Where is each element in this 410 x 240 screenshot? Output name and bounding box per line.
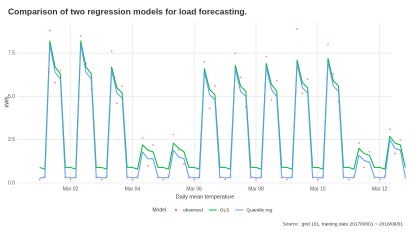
observed-point xyxy=(363,166,366,169)
series-line xyxy=(39,44,406,179)
x-axis-title: Daily mean temperature xyxy=(176,194,235,200)
caption: Source : grid 101, training date 2017/08… xyxy=(283,221,404,227)
observed-point xyxy=(296,28,299,30)
series-line xyxy=(39,40,406,170)
x-tick-label: Mar 02 xyxy=(63,186,79,192)
observed-point xyxy=(399,138,402,141)
observed-point xyxy=(327,43,329,46)
observed-point xyxy=(394,152,396,155)
x-tick-label: Mar 12 xyxy=(372,186,388,192)
observed-point xyxy=(378,178,381,181)
observed-point xyxy=(48,29,51,32)
y-tick-label: 7.5 xyxy=(8,50,15,56)
observed-point xyxy=(368,150,371,153)
observed-point xyxy=(183,163,185,165)
observed-point xyxy=(208,107,211,110)
observed-point xyxy=(79,34,82,37)
observed-point xyxy=(301,92,304,94)
observed-point xyxy=(131,178,134,181)
x-tick-label: Mar 04 xyxy=(125,186,141,192)
y-tick-label: 5.0 xyxy=(8,94,15,100)
x-tick-label: Mar 06 xyxy=(186,186,202,192)
legend-label: OLS xyxy=(220,207,230,213)
observed-point xyxy=(162,178,165,181)
observed-point xyxy=(234,52,237,55)
legend-label: observed xyxy=(183,207,203,213)
observed-point xyxy=(286,178,288,181)
observed-point xyxy=(224,178,226,181)
observed-point xyxy=(69,178,72,181)
observed-point xyxy=(110,50,113,53)
observed-point xyxy=(332,73,335,75)
observed-point xyxy=(347,178,350,181)
observed-point xyxy=(177,149,180,152)
x-tick-label: Mar 08 xyxy=(248,186,264,192)
observed-point xyxy=(306,78,309,81)
y-tick-label: 2.5 xyxy=(8,137,15,143)
x-tick-label: Mar 10 xyxy=(310,186,326,192)
observed-point xyxy=(255,178,257,181)
chart-title: Comparison of two regression models for … xyxy=(8,6,247,16)
observed-point xyxy=(316,178,319,181)
chart: Comparison of two regression models for … xyxy=(4,6,407,227)
legend-swatch xyxy=(174,208,178,212)
observed-point xyxy=(59,69,62,72)
observed-point xyxy=(146,164,149,167)
observed-point xyxy=(265,55,268,58)
observed-point xyxy=(100,178,103,181)
observed-point xyxy=(121,85,124,87)
legend-title: Model xyxy=(152,207,166,213)
observed-point xyxy=(239,76,242,79)
observed-point xyxy=(172,133,175,136)
page: {"chart_data": { "type": "line", "title"… xyxy=(4,6,407,228)
observed-point xyxy=(213,85,216,87)
observed-point xyxy=(116,102,118,105)
observed-point xyxy=(193,178,196,181)
observed-point xyxy=(388,128,391,131)
y-tick-label: 0.0 xyxy=(8,180,15,186)
observed-point xyxy=(270,99,273,101)
observed-point xyxy=(152,144,154,146)
y-axis-title: kWh xyxy=(4,97,10,108)
observed-point xyxy=(275,79,278,82)
observed-point xyxy=(38,178,41,181)
observed-point xyxy=(404,176,407,179)
observed-point xyxy=(141,137,144,139)
observed-point xyxy=(203,60,206,63)
legend-label: Quantile reg xyxy=(246,207,272,213)
observed-point xyxy=(358,142,360,145)
observed-point xyxy=(54,81,56,84)
